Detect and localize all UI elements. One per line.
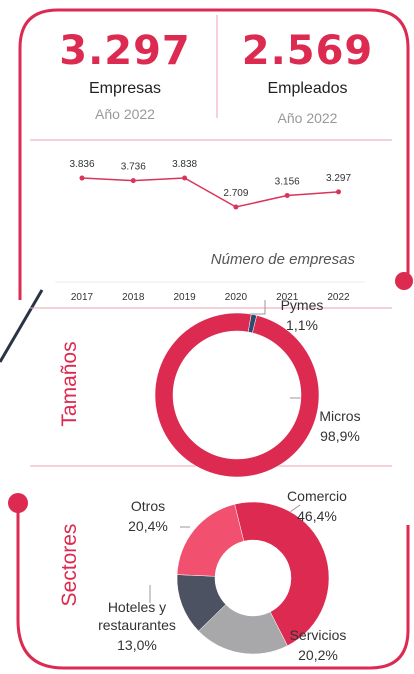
value-label: 3.836 [69, 159, 94, 170]
slice-value: 98,9% [320, 428, 360, 444]
dot [395, 272, 413, 290]
x-tick-label: 2019 [173, 292, 196, 303]
slice-value: 13,0% [117, 637, 157, 653]
dot [8, 493, 28, 513]
value-label: 3.736 [121, 162, 146, 173]
slice [234, 501, 330, 647]
x-tick-label: 2018 [122, 292, 145, 303]
x-tick-label: 2021 [276, 292, 299, 303]
value-label: 3.838 [172, 159, 197, 170]
kpi-sub: Año 2022 [277, 110, 338, 126]
point [233, 204, 239, 210]
x-tick-label: 2022 [327, 292, 350, 303]
value-label: 2.709 [223, 188, 248, 199]
x-tick-label: 2017 [71, 292, 94, 303]
point [79, 175, 85, 181]
value-label: 3.156 [275, 177, 300, 188]
value-label: 3.297 [326, 173, 351, 184]
x-tick-label: 2020 [225, 292, 248, 303]
kpi-value: 3.297 [59, 28, 191, 74]
slice-label: Micros [319, 408, 361, 424]
slice [154, 312, 320, 478]
point [182, 175, 188, 181]
kpi-label: Empresas [88, 80, 162, 97]
line [81, 177, 339, 208]
point [130, 178, 136, 184]
leader [289, 504, 301, 513]
slice-label: Comercio [287, 488, 347, 504]
slice-value: 1,1% [286, 317, 318, 333]
slice-label: Pymes [280, 297, 324, 313]
section-title: Tamaños [58, 341, 81, 427]
point [284, 193, 290, 199]
point [336, 189, 341, 195]
slice-label: Otros [130, 498, 166, 514]
slice [176, 503, 245, 577]
annotation: Número de empresas [211, 251, 356, 268]
slice-value: 46,4% [297, 508, 337, 524]
frame [18, 8, 410, 300]
slice-value: 20,2% [298, 647, 338, 663]
diagonal [0, 289, 44, 363]
slice-label: Servicios [289, 627, 347, 643]
frame [16, 503, 410, 670]
kpi-value: 2.569 [241, 28, 374, 74]
slice-label: Hoteles y restaurantes [98, 599, 176, 633]
slice-value: 20,4% [128, 518, 168, 534]
kpi-label: Empleados [267, 80, 348, 97]
kpi-sub: Año 2022 [95, 106, 155, 122]
section-title: Sectores [58, 523, 81, 607]
